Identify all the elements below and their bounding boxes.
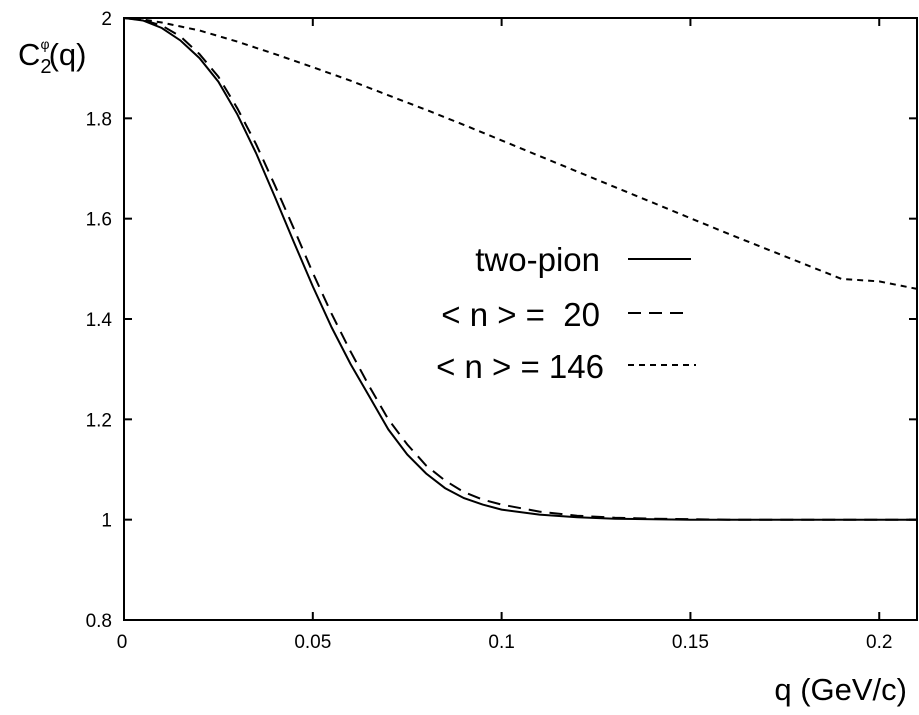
x-tick-label: 0.15 [672, 632, 709, 653]
x-tick-label: 0.1 [488, 632, 514, 653]
x-tick-label: 0.05 [294, 632, 331, 653]
y-axis-title-superscript: φ [41, 36, 50, 52]
y-tick-label: 1 [101, 511, 112, 532]
legend-label-n146: < n > = 146 [436, 348, 604, 385]
legend-label-n20: < n > = 20 [441, 296, 600, 333]
y-tick-label: 0.8 [86, 611, 112, 632]
series-layer [123, 17, 918, 521]
y-tick-label: 1.4 [86, 310, 113, 331]
y-tick-label: 1.6 [86, 210, 112, 231]
y-axis-title: C2 φ(q) [18, 36, 86, 78]
legend-label-two-pion: two-pion [475, 241, 600, 278]
y-tick-label: 1.8 [86, 109, 112, 130]
x-tick-label: 0 [117, 632, 128, 653]
y-axis-title-base: C [18, 37, 40, 72]
series-line-n20 [123, 17, 917, 521]
y-tick-label: 2 [101, 9, 112, 30]
y-axis-title-argument: (q) [49, 37, 87, 72]
legend: two-pion < n > = 20 < n > = 146 [436, 241, 696, 385]
axis-ticks [123, 17, 917, 621]
x-tick-label: 0.2 [866, 632, 892, 653]
axis-tick-labels: 0 0.05 0.1 0.15 0.2 0.8 1 1.2 1.4 1.6 1.8 2 [86, 9, 893, 653]
series-line-n146 [123, 17, 918, 290]
x-axis-title: q (GeV/c) [774, 672, 907, 707]
y-tick-label: 1.2 [86, 410, 112, 431]
y-axis-title-subscript: 2 [40, 56, 51, 78]
